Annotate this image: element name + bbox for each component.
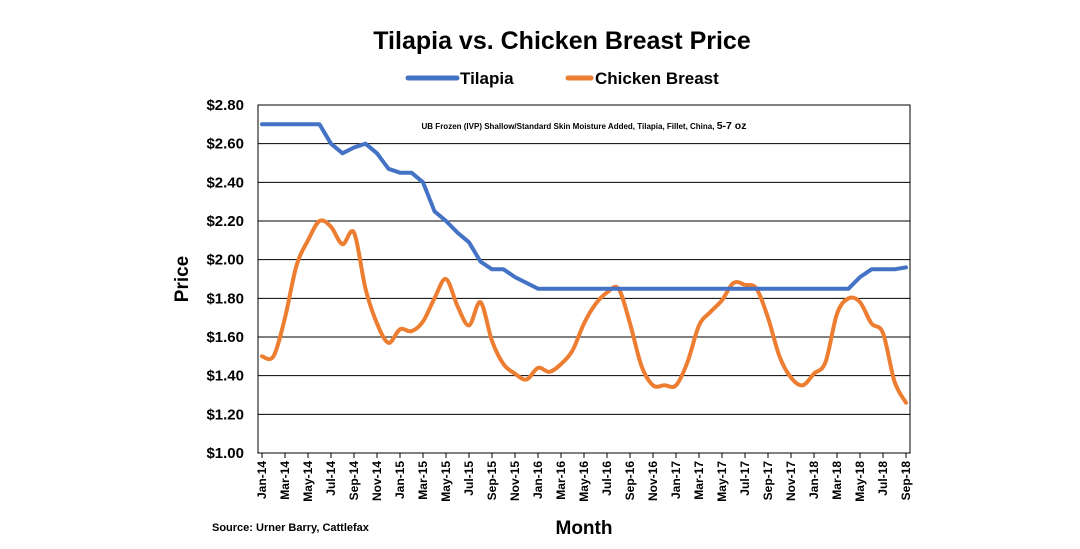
x-tick-label: Nov-16 <box>646 461 660 501</box>
x-tick-label: May-17 <box>715 461 729 502</box>
annotation-main: UB Frozen (IVP) Shallow/Standard Skin Mo… <box>422 122 715 131</box>
x-tick-label: May-16 <box>577 461 591 502</box>
series-line-tilapia <box>260 122 908 291</box>
y-tick-label: $2.20 <box>206 213 244 230</box>
chart-title: Tilapia vs. Chicken Breast Price <box>373 27 751 55</box>
x-tick-label: May-14 <box>301 461 315 502</box>
legend-label-tilapia: Tilapia <box>460 69 514 88</box>
legend-label-chicken-breast: Chicken Breast <box>595 69 719 88</box>
x-tick-label: Nov-15 <box>508 461 522 501</box>
plot-area <box>257 104 911 454</box>
x-tick-label: Jul-17 <box>738 461 752 496</box>
x-tick-label: Mar-14 <box>278 461 292 500</box>
x-tick-label: May-18 <box>853 461 867 502</box>
annotation-size: 5-7 oz <box>717 120 747 132</box>
y-tick-label: $2.80 <box>206 97 244 114</box>
x-tick-label: Mar-16 <box>554 461 568 500</box>
x-tick-label: Mar-18 <box>830 461 844 500</box>
x-tick-label: Sep-14 <box>347 461 361 501</box>
y-tick-label: $1.60 <box>206 329 244 346</box>
x-axis-ticks: Jan-14 Mar-14 May-14 Jul-14 Sep-14 Nov-14 Jan-… <box>255 453 913 502</box>
x-tick-label: Jul-14 <box>324 461 338 496</box>
source-note: Source: Urner Barry, Cattlefax <box>212 522 370 534</box>
y-tick-label: $1.20 <box>206 406 244 423</box>
x-tick-label: Mar-15 <box>416 461 430 500</box>
chart-annotation: UB Frozen (IVP) Shallow/Standard Skin Mo… <box>422 120 747 132</box>
x-axis-label: Month <box>556 518 613 539</box>
x-tick-label: Nov-14 <box>370 461 384 501</box>
x-tick-label: Jul-16 <box>600 461 614 496</box>
y-tick-label: $1.40 <box>206 368 244 385</box>
y-tick-label: $2.40 <box>206 174 244 191</box>
y-tick-label: $1.00 <box>206 445 244 462</box>
legend: Tilapia Chicken Breast <box>405 69 719 88</box>
x-tick-label: Jan-15 <box>393 461 407 499</box>
series-layer <box>260 122 908 405</box>
x-tick-label: May-15 <box>439 461 453 502</box>
y-tick-label: $2.60 <box>206 136 244 153</box>
x-tick-label: Jan-16 <box>531 461 545 499</box>
y-axis-ticks: $1.00 $1.20 $1.40 $1.60 $1.80 $2.00 $2.20 $2.40… <box>206 97 244 462</box>
y-tick-label: $2.00 <box>206 252 244 269</box>
series-line-chicken-breast <box>260 218 908 405</box>
x-tick-label: Jul-18 <box>876 461 890 496</box>
y-axis-label: Price <box>172 256 193 302</box>
x-tick-label: Sep-17 <box>761 461 775 501</box>
x-tick-label: Jul-15 <box>462 461 476 496</box>
x-tick-label: Sep-15 <box>485 461 499 501</box>
x-tick-label: Jan-18 <box>807 461 821 499</box>
x-tick-label: Mar-17 <box>692 461 706 500</box>
y-tick-label: $1.80 <box>206 290 244 307</box>
x-tick-label: Sep-18 <box>899 461 913 501</box>
x-tick-label: Jan-14 <box>255 461 269 499</box>
x-tick-label: Jan-17 <box>669 461 683 499</box>
x-tick-label: Nov-17 <box>784 461 798 501</box>
x-tick-label: Sep-16 <box>623 461 637 501</box>
